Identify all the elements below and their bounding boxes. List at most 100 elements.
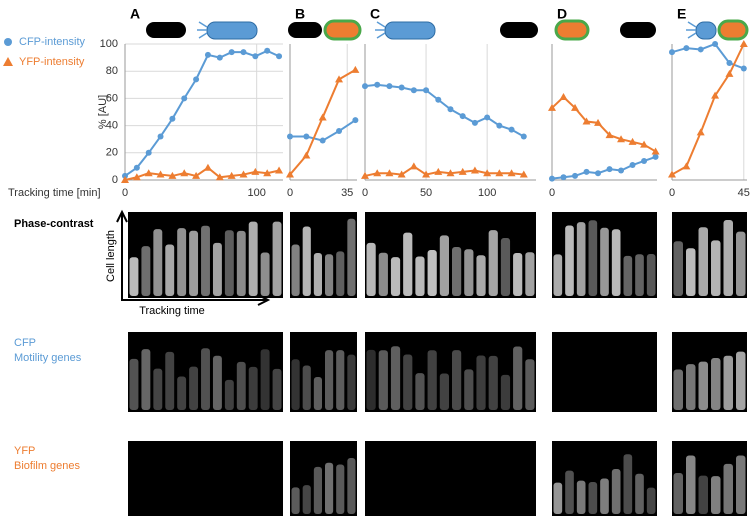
x-tick-label: 100: [247, 187, 265, 199]
micrograph-bg: [672, 212, 747, 298]
marker: [352, 117, 359, 124]
micrograph: [552, 441, 657, 516]
marker: [132, 173, 141, 181]
cell-stripe: [129, 257, 139, 296]
marker: [725, 69, 734, 77]
micrograph-bg: [365, 212, 536, 298]
marker: [458, 167, 467, 175]
micrograph: [128, 212, 283, 298]
y-tick-label: 100: [100, 38, 118, 50]
marker: [169, 115, 176, 122]
y-tick-label: 0: [112, 174, 118, 186]
cell-stripe: [177, 228, 187, 296]
marker: [617, 135, 626, 143]
series-line: [364, 83, 525, 138]
cell-stripe: [325, 254, 334, 296]
cell-stripe: [673, 369, 683, 410]
micrograph: [128, 332, 283, 412]
marker: [606, 166, 613, 173]
panel-label: B: [295, 6, 305, 22]
cell-stripe: [646, 254, 656, 296]
marker: [133, 164, 140, 171]
x-tick-label: 0: [669, 187, 675, 199]
marker: [264, 47, 271, 54]
cell-stripe: [623, 454, 633, 514]
cell-stripe: [698, 361, 708, 410]
series-line: [551, 95, 657, 153]
cell-stripe: [452, 246, 462, 296]
micrograph: [672, 441, 747, 516]
cell-stripe: [623, 255, 633, 296]
marker: [180, 169, 189, 177]
marker: [361, 171, 369, 179]
marker: [520, 133, 527, 140]
marker: [641, 157, 648, 164]
cell-stripe: [600, 478, 609, 514]
cell-stripe: [464, 369, 474, 410]
cell-stripe: [464, 249, 474, 296]
marker: [351, 65, 360, 73]
cell-stripe: [513, 253, 523, 296]
marker: [508, 126, 515, 133]
micrograph: [672, 212, 747, 298]
marker: [303, 133, 310, 140]
row-label: CFP: [14, 337, 36, 349]
cell-stripe: [553, 482, 563, 514]
cell-stripe: [378, 350, 388, 410]
cell-stripe: [673, 472, 683, 514]
marker: [583, 168, 590, 175]
cell-stripe: [635, 254, 644, 296]
marker: [594, 118, 603, 126]
marker: [628, 137, 637, 145]
marker: [286, 170, 294, 178]
x-tick-label: 0: [287, 187, 293, 199]
cell-stripe: [488, 355, 498, 410]
cell-stripe: [686, 364, 696, 410]
micrograph: [552, 212, 657, 298]
marker: [144, 169, 153, 177]
marker: [640, 140, 649, 148]
cell-stripe: [378, 252, 388, 296]
cell-stripe: [646, 487, 656, 514]
marker: [740, 65, 747, 72]
marker: [446, 169, 455, 177]
cell-stripe: [439, 373, 449, 410]
cell-stripe: [153, 368, 163, 410]
series-line: [290, 119, 356, 142]
cell-stripe: [390, 346, 401, 410]
marker: [726, 60, 733, 67]
cell-stripe: [565, 225, 574, 296]
marker: [668, 170, 676, 178]
marker: [157, 133, 164, 140]
cell-stripe: [302, 226, 311, 296]
micrograph: [552, 332, 657, 412]
cell-stripe: [336, 464, 345, 514]
marker: [409, 162, 418, 170]
y-tick-label: 40: [106, 120, 118, 132]
marker: [252, 53, 259, 60]
marker: [302, 151, 311, 159]
cell-stripe: [189, 366, 199, 410]
panel-label: E: [677, 6, 686, 22]
cell-stripe: [611, 468, 621, 514]
cell-stripe: [736, 351, 746, 410]
x-tick-label: 0: [122, 187, 128, 199]
cell-stripe: [723, 220, 733, 296]
marker: [168, 171, 177, 179]
marker: [696, 128, 705, 136]
marker: [507, 169, 516, 177]
marker: [216, 54, 223, 61]
micrograph: [128, 441, 283, 516]
series-line: [124, 49, 280, 177]
cell-stripe: [476, 355, 486, 410]
marker: [495, 169, 504, 177]
marker: [336, 128, 343, 135]
cell-stripe: [347, 354, 356, 410]
marker: [595, 170, 602, 177]
cell-stripe: [347, 457, 356, 514]
marker: [122, 172, 128, 179]
row-label: YFP: [14, 445, 35, 457]
marker: [121, 176, 129, 183]
cell-stripe: [141, 246, 151, 296]
x-tick-label: 45: [738, 187, 750, 199]
